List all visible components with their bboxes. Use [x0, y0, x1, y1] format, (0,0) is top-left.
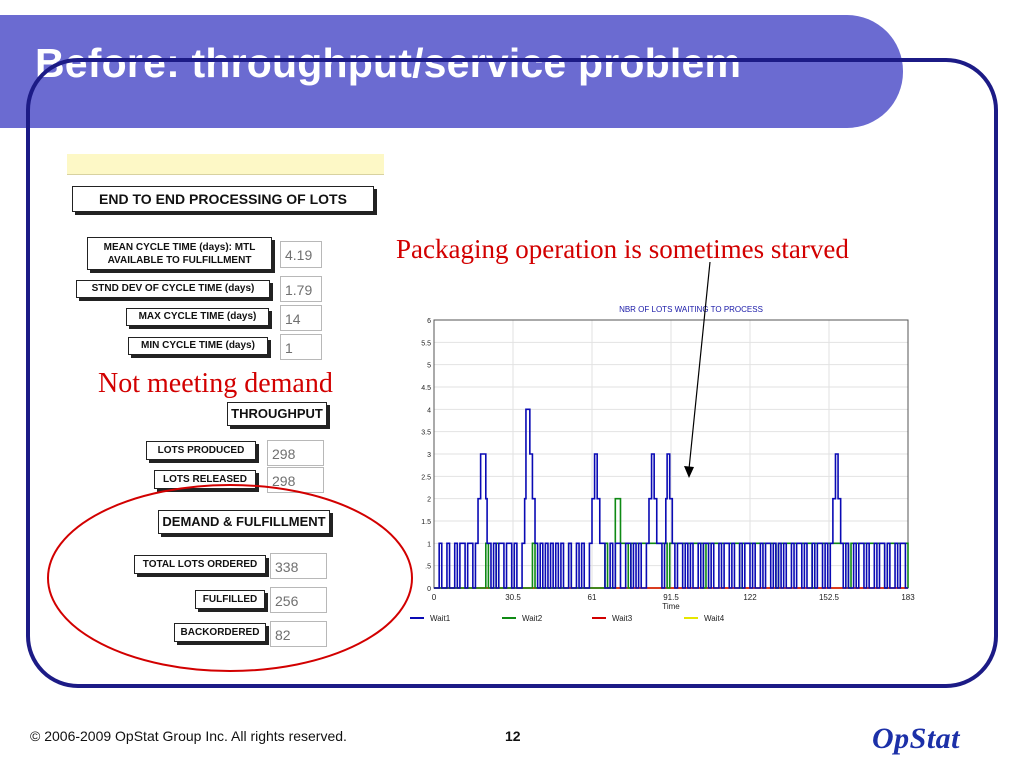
stdev-label: STND DEV OF CYCLE TIME (days) [76, 280, 270, 298]
mean-cycle-value: 4.19 [280, 241, 322, 268]
wait-chart: 0 30.5 61 91.5 122 152.5 183 0 .5 1 1.5 2 2.5 3 3.5 4 4.… [400, 296, 922, 630]
y-tick-label: 1.5 [421, 519, 431, 526]
legend-label: Wait2 [522, 614, 543, 623]
backordered-value: 82 [270, 621, 327, 647]
total-ordered-value: 338 [270, 553, 327, 579]
y-tick-label: 2.5 [421, 474, 431, 481]
y-tick-label: 3 [427, 452, 431, 459]
throughput-header: THROUGHPUT [227, 402, 327, 426]
page-number: 12 [505, 728, 521, 744]
y-tick-label: 5 [427, 363, 431, 370]
max-cycle-value: 14 [280, 305, 322, 331]
demand-header: DEMAND & FULFILLMENT [158, 510, 330, 534]
legend-label: Wait3 [612, 614, 633, 623]
highlight-strip [67, 154, 384, 175]
mean-cycle-label: MEAN CYCLE TIME (days): MTL AVAILABLE TO… [87, 237, 272, 270]
mean-cycle-label-line1: MEAN CYCLE TIME (days): MTL [103, 242, 256, 253]
stdev-value: 1.79 [280, 276, 322, 302]
footer-copyright: © 2006-2009 OpStat Group Inc. All rights… [30, 728, 347, 744]
y-tick-label: 4 [427, 407, 431, 414]
mean-cycle-label-line2: AVAILABLE TO FULFILLMENT [107, 255, 252, 266]
lots-produced-label: LOTS PRODUCED [146, 441, 256, 460]
series-line-wait1 [434, 408, 908, 589]
fulfilled-value: 256 [270, 587, 327, 613]
total-ordered-label: TOTAL LOTS ORDERED [134, 555, 266, 574]
x-tick-label: 0 [432, 593, 437, 602]
x-tick-label: 152.5 [819, 593, 840, 602]
y-tick-label: 5.5 [421, 340, 431, 347]
not-meeting-demand-annotation: Not meeting demand [98, 368, 333, 399]
demand-highlight-ellipse [47, 484, 413, 672]
wait-chart-svg: 0 30.5 61 91.5 122 152.5 183 0 .5 1 1.5 2 2.5 3 3.5 4 4.… [410, 305, 915, 623]
legend-label: Wait4 [704, 614, 725, 623]
y-tick-label: 3.5 [421, 430, 431, 437]
backordered-label: BACKORDERED [174, 623, 266, 642]
packaging-starved-annotation: Packaging operation is sometimes starved [396, 234, 849, 264]
y-tick-label: .5 [425, 564, 431, 571]
e2e-header: END TO END PROCESSING OF LOTS [72, 186, 374, 212]
x-tick-label: 30.5 [505, 593, 521, 602]
chart-title: NBR OF LOTS WAITING TO PROCESS [619, 305, 763, 314]
y-tick-label: 6 [427, 318, 431, 325]
lots-produced-value: 298 [267, 440, 324, 466]
title-band [0, 15, 903, 128]
opstat-logo: OpStat [872, 722, 961, 755]
x-tick-label: 122 [743, 593, 757, 602]
lots-released-value: 298 [267, 467, 324, 493]
min-cycle-label: MIN CYCLE TIME (days) [128, 337, 268, 355]
y-tick-label: 2 [427, 497, 431, 504]
min-cycle-value: 1 [280, 334, 322, 360]
y-tick-label: 0 [427, 586, 431, 593]
max-cycle-label: MAX CYCLE TIME (days) [126, 308, 269, 326]
x-tick-label: 183 [901, 593, 915, 602]
x-axis-label: Time [662, 602, 680, 611]
y-tick-label: 4.5 [421, 385, 431, 392]
slide-title: Before: throughput/service problem [35, 40, 742, 86]
x-tick-label: 61 [588, 593, 597, 602]
slide-frame [26, 58, 998, 688]
fulfilled-label: FULFILLED [195, 590, 265, 609]
y-tick-label: 1 [427, 541, 431, 548]
x-tick-label: 91.5 [663, 593, 679, 602]
legend-label: Wait1 [430, 614, 451, 623]
